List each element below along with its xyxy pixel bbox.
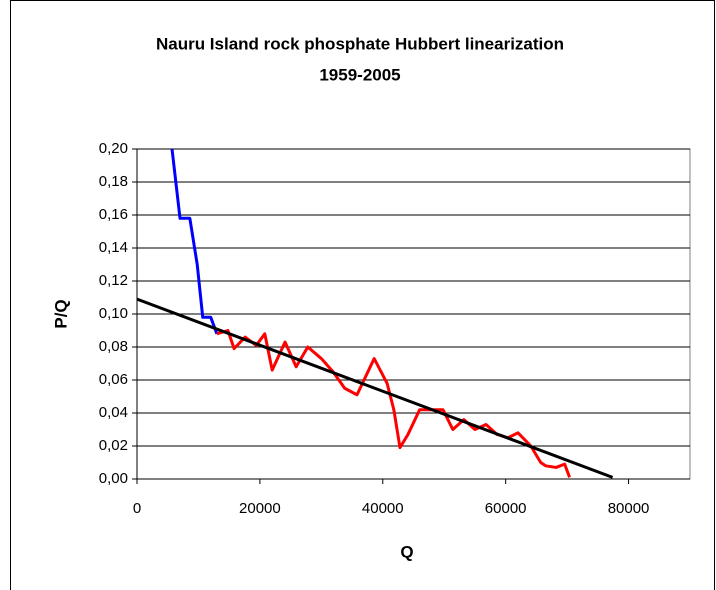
y-tick-label: 0,04: [99, 404, 128, 421]
y-tick-label: 0,02: [99, 437, 128, 454]
x-tick-label: 60000: [485, 500, 527, 517]
y-tick-label: 0,00: [99, 470, 128, 487]
x-axis-label: Q: [400, 542, 413, 561]
chart-title: 1959-2005: [319, 65, 400, 84]
y-tick-label: 0,06: [99, 371, 128, 388]
y-tick-label: 0,20: [99, 140, 128, 157]
y-tick-label: 0,16: [99, 206, 128, 223]
series-line: [216, 329, 571, 478]
y-tick-label: 0,10: [99, 305, 128, 322]
y-axis-label: P/Q: [51, 299, 70, 328]
x-tick-label: 0: [133, 500, 141, 517]
y-tick-label: 0,18: [99, 173, 128, 190]
series-line: [170, 148, 219, 335]
x-tick-label: 40000: [362, 500, 404, 517]
chart-title: Nauru Island rock phosphate Hubbert line…: [156, 34, 564, 53]
x-tick-label: 20000: [239, 500, 281, 517]
y-tick-label: 0,08: [99, 338, 128, 355]
series-line: [136, 297, 614, 479]
y-tick-label: 0,14: [99, 239, 128, 256]
y-tick-label: 0,12: [99, 272, 128, 289]
x-tick-label: 80000: [608, 500, 650, 517]
